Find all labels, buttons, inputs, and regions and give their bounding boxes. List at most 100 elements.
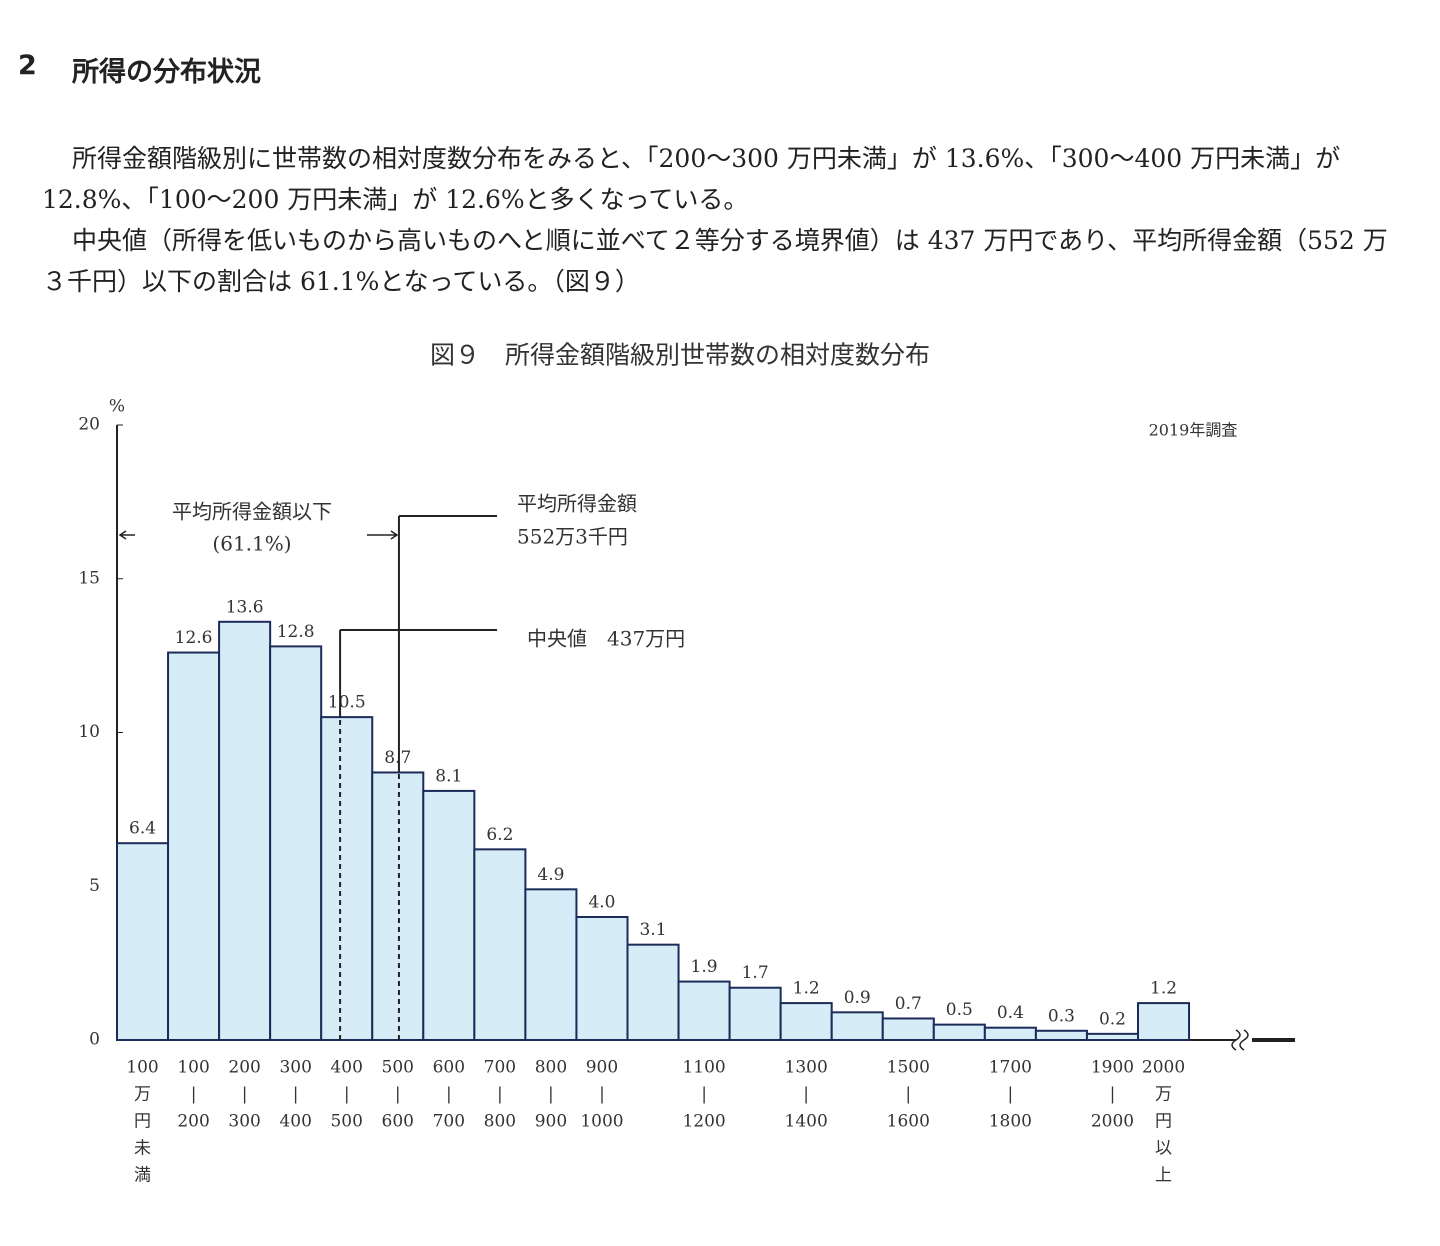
x-tick-label: 200 [177, 1112, 209, 1132]
value-label: 8.7 [384, 748, 411, 768]
x-tick-label: 1500 [887, 1058, 930, 1078]
bar [830, 1011, 884, 1042]
mean-label: 552万3千円 [517, 525, 628, 549]
bar [422, 789, 476, 1041]
bar [1034, 1029, 1088, 1042]
heading-title: 所得の分布状況 [72, 57, 261, 88]
x-tick-label: | [497, 1085, 503, 1105]
x-tick-label: 1700 [989, 1058, 1032, 1078]
bar [218, 620, 272, 1041]
x-tick-label: 1000 [580, 1112, 623, 1132]
x-tick-label: 満 [134, 1166, 151, 1186]
value-label: 8.1 [435, 766, 462, 786]
x-tick-label: | [701, 1085, 707, 1105]
value-label: 0.7 [895, 994, 922, 1014]
x-tick-label: 円 [134, 1112, 151, 1132]
y-tick-label: 0 [89, 1030, 100, 1050]
x-tick-label: | [803, 1085, 809, 1105]
x-tick-label: 400 [330, 1058, 362, 1078]
y-tick-label: 20 [78, 415, 100, 435]
bar [1085, 1032, 1139, 1041]
x-tick-label: 200 [228, 1058, 260, 1078]
value-label: 1.9 [691, 957, 718, 977]
x-tick-label: 2000 [1142, 1058, 1185, 1078]
bar [524, 888, 578, 1042]
heading-number: 2 [18, 50, 37, 81]
value-label: 0.2 [1099, 1009, 1126, 1029]
value-label: 12.8 [277, 622, 315, 642]
value-label: 10.5 [328, 693, 366, 713]
x-tick-label: 300 [228, 1112, 260, 1132]
bar [983, 1026, 1037, 1041]
median-label: 中央値 437万円 [527, 627, 685, 651]
value-label: 6.4 [129, 819, 156, 839]
x-tick-label: 1300 [785, 1058, 828, 1078]
bar [371, 771, 425, 1041]
x-tick-label: 円 [1155, 1112, 1172, 1132]
bar [575, 916, 629, 1041]
value-label: 3.1 [640, 920, 667, 940]
x-tick-label: 100 [177, 1058, 209, 1078]
value-label: 1.2 [793, 979, 820, 999]
value-label: 6.2 [486, 825, 513, 845]
x-tick-label: | [905, 1085, 911, 1105]
y-tick-label: 5 [89, 876, 100, 896]
x-tick-label: 1200 [682, 1112, 725, 1132]
x-tick-label: | [395, 1085, 401, 1105]
below-mean-label: (61.1%) [212, 532, 291, 556]
value-label: 0.5 [946, 1000, 973, 1020]
x-tick-label: | [293, 1085, 299, 1105]
x-tick-label: 400 [279, 1112, 311, 1132]
bar [473, 848, 527, 1041]
bar [728, 986, 782, 1041]
bar [626, 943, 680, 1041]
x-tick-label: 900 [586, 1058, 618, 1078]
value-label: 0.3 [1048, 1006, 1075, 1026]
arrow [366, 530, 399, 540]
x-tick-label: | [599, 1085, 605, 1105]
x-tick-label: 万 [134, 1085, 151, 1105]
x-tick-label: 700 [484, 1058, 516, 1078]
x-tick-label: 1900 [1091, 1058, 1134, 1078]
x-tick-label: 600 [382, 1112, 414, 1132]
x-tick-label: | [446, 1085, 452, 1105]
x-tick-label: | [548, 1085, 554, 1105]
x-tick-label: 100 [126, 1058, 158, 1078]
x-tick-label: 未 [134, 1139, 151, 1159]
x-tick-label: 500 [330, 1112, 362, 1132]
bar [779, 1002, 833, 1041]
x-tick-label: 万 [1155, 1085, 1172, 1105]
x-tick-label: 800 [484, 1112, 516, 1132]
value-label: 1.7 [742, 963, 769, 983]
bar [677, 980, 731, 1042]
x-tick-label: 500 [382, 1058, 414, 1078]
x-tick-label: 800 [535, 1058, 567, 1078]
x-tick-label: | [191, 1085, 197, 1105]
x-tick-label: | [242, 1085, 248, 1105]
x-tick-label: 1400 [785, 1112, 828, 1132]
x-tick-label: 900 [535, 1112, 567, 1132]
x-tick-label: 2000 [1091, 1112, 1134, 1132]
paragraph: 中央値（所得を低いものから高いものへと順に並べて２等分する境界値）は 437 万… [42, 226, 1388, 296]
x-tick-label: 600 [433, 1058, 465, 1078]
paragraph: 所得金額階級別に世帯数の相対度数分布をみると、「200～300 万円未満」が 1… [42, 144, 1341, 214]
bar [1137, 1002, 1191, 1041]
x-tick-label: 300 [279, 1058, 311, 1078]
x-tick-label: 以 [1155, 1139, 1172, 1159]
x-tick-label: | [1008, 1085, 1014, 1105]
x-tick-label: | [1110, 1085, 1116, 1105]
bar [320, 716, 374, 1041]
bar [881, 1017, 935, 1041]
x-tick-label: | [344, 1085, 350, 1105]
x-tick-label: 700 [433, 1112, 465, 1132]
x-tick-label: 上 [1155, 1166, 1172, 1186]
note: 2019年調査 [1149, 421, 1238, 440]
x-tick-label: 1800 [989, 1112, 1032, 1132]
chart-title: 図９ 所得金額階級別世帯数の相対度数分布 [430, 341, 930, 370]
value-label: 1.2 [1150, 979, 1177, 999]
value-label: 12.6 [175, 628, 213, 648]
arrow [118, 530, 135, 540]
value-label: 4.0 [588, 893, 615, 913]
value-label: 13.6 [226, 597, 264, 617]
value-label: 0.4 [997, 1003, 1024, 1023]
